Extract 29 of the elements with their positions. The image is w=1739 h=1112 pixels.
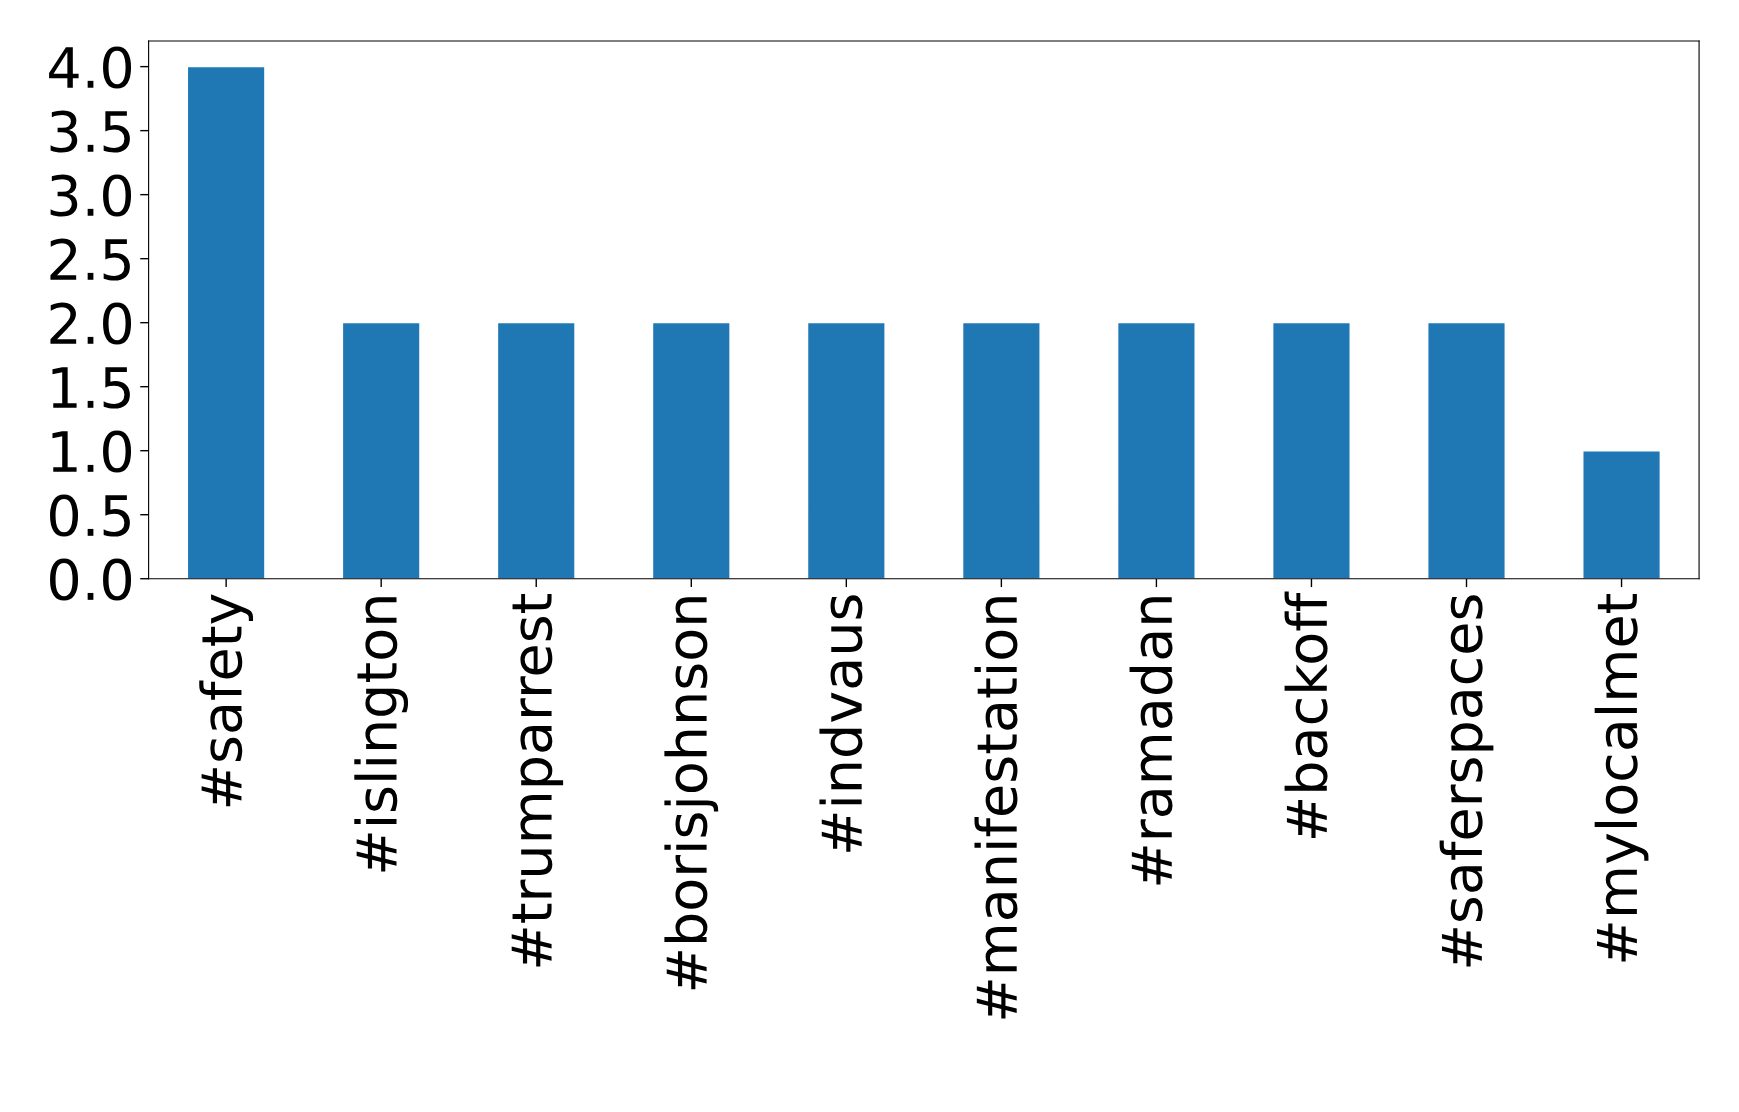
x-tick-label: #mylocalmet (1594, 593, 1649, 962)
y-tick-label: 2.5 (50, 238, 130, 281)
bar (341, 321, 421, 579)
y-tick-label: 0.0 (50, 558, 132, 601)
bar (961, 321, 1041, 579)
x-tick-label: #safety (199, 594, 254, 807)
x-tick-label: #manifestation (974, 597, 1018, 1019)
x-tick-label: #borisjohnson (664, 597, 719, 990)
bar (186, 65, 266, 579)
y-tick-label: 4.0 (49, 46, 132, 89)
x-tick-label: #islington (354, 597, 409, 872)
x-tick-label: #saferspaces (1439, 595, 1494, 967)
bar (1427, 321, 1506, 579)
y-tick-label: 0.5 (50, 494, 130, 537)
x-tick-label: #trumparrest (511, 593, 564, 967)
bar (1116, 321, 1196, 579)
y-tick-label: 1.5 (52, 367, 130, 409)
bar (1272, 321, 1351, 579)
y-tick-label: 3.5 (50, 110, 130, 153)
x-tick-label: #ramadan (1129, 597, 1173, 885)
bar (651, 321, 731, 579)
x-tick-label: #backoff (1284, 591, 1328, 839)
y-tick-label: 3.0 (50, 174, 132, 217)
bar (806, 321, 886, 579)
bar (496, 321, 576, 579)
y-tick-label: 2.0 (50, 302, 132, 345)
x-tick-label: #indvaus (819, 595, 863, 852)
bar (1582, 450, 1662, 579)
y-tick-label: 1.0 (52, 430, 132, 473)
